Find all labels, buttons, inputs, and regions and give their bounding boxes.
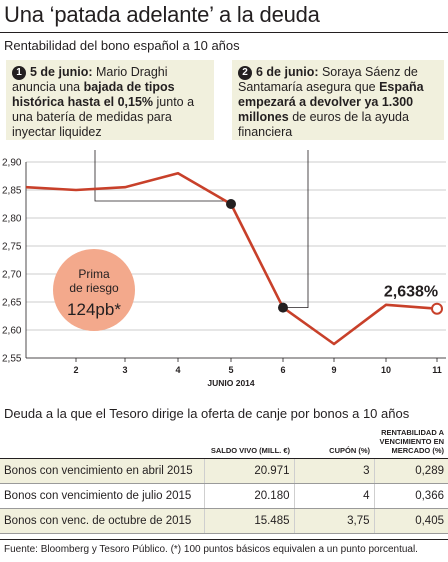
table-cell: 0,366 xyxy=(374,483,448,509)
table-cell: 20.971 xyxy=(204,458,295,484)
annotation-text: junto a una batería de medidas para inye… xyxy=(12,95,195,139)
y-tick-label: 2,65 xyxy=(2,298,22,309)
annotation-1: 1 5 de junio: Mario Draghi anuncia una ba… xyxy=(6,60,214,140)
table-cell: Bonos con venc. de octubre de 2015 xyxy=(0,508,205,534)
event-point xyxy=(278,302,288,313)
annotation-connector xyxy=(94,150,231,202)
table-cell: Bonos con vencimiento en abril 2015 xyxy=(0,458,205,484)
y-tick-label: 2,75 xyxy=(2,242,22,253)
table-header xyxy=(0,426,204,459)
table-title: Deuda a la que el Tesoro dirige la ofert… xyxy=(4,406,410,421)
table-header: CUPÓN (%) xyxy=(294,426,374,459)
annotation-highlight: bajada de tipos histórica hasta el 0,15% xyxy=(12,80,175,109)
y-tick-label: 2,70 xyxy=(2,270,22,281)
y-tick-label: 2,80 xyxy=(2,214,22,225)
annotation-date: 5 de junio: xyxy=(30,65,93,79)
annotation-number: 2 xyxy=(238,66,252,80)
table-cell: 4 xyxy=(294,483,375,509)
source-note: Fuente: Bloomberg y Tesoro Público. (*) … xyxy=(4,544,418,555)
debt-table: SALDO VIVO (MILL. €) CUPÓN (%) RENTABILI… xyxy=(0,426,448,534)
table-header: SALDO VIVO (MILL. €) xyxy=(204,426,294,459)
event-point xyxy=(226,199,236,209)
badge-line1: Prima xyxy=(78,267,110,281)
badge-value: 124pb* xyxy=(67,300,121,319)
x-tick-label: 9 xyxy=(331,365,336,375)
badge-line2: de riesgo xyxy=(69,281,119,295)
table-cell: 20.180 xyxy=(204,483,295,509)
risk-premium-badge xyxy=(53,249,135,331)
x-tick-label: 3 xyxy=(122,365,127,375)
table-cell: 3,75 xyxy=(294,508,375,534)
chart-subtitle: Rentabilidad del bono español a 10 años xyxy=(4,38,240,53)
y-tick-label: 2,55 xyxy=(2,354,22,365)
x-tick-label: 2 xyxy=(73,365,78,375)
table-cell: 3 xyxy=(294,458,375,484)
table-row: Bonos con vencimiento en abril 2015 20.9… xyxy=(0,458,448,484)
table-row: Bonos con vencimiento de julio 2015 20.1… xyxy=(0,483,448,509)
table-header: RENTABILIDAD A VENCIMIENTO EN MERCADO (%… xyxy=(374,426,448,459)
annotation-text: Mario Draghi anuncia una xyxy=(12,65,168,94)
x-tick-label: 5 xyxy=(228,365,233,375)
line-chart: 2,90 2,85 2,80 2,75 2,70 2,65 2,60 2,55 2 3 4 5 6 9 10… xyxy=(2,150,446,388)
table-cell: 0,405 xyxy=(374,508,448,534)
annotation-text: Soraya Sáenz de Santamaría asegura que xyxy=(238,65,418,94)
title-divider xyxy=(0,32,448,33)
table-header-row: SALDO VIVO (MILL. €) CUPÓN (%) RENTABILI… xyxy=(0,426,448,459)
annotation-highlight: España empezará a devolver ya 1.300 mill… xyxy=(238,80,424,124)
annotation-2: 2 6 de junio: Soraya Sáenz de Santamaría … xyxy=(232,60,444,140)
x-axis-label: JUNIO 2014 xyxy=(207,378,255,388)
last-value-label: 2,638% xyxy=(384,284,438,301)
table-cell: Bonos con vencimiento de julio 2015 xyxy=(0,483,205,509)
table-cell: 15.485 xyxy=(204,508,295,534)
last-point xyxy=(431,302,443,315)
y-tick-label: 2,85 xyxy=(2,186,22,197)
annotation-number: 1 xyxy=(12,66,26,80)
annotation-date: 6 de junio: xyxy=(256,65,319,79)
x-tick-label: 6 xyxy=(280,365,285,375)
y-tick-label: 2,90 xyxy=(2,158,22,169)
annotation-connector xyxy=(283,150,309,309)
table-cell: 0,289 xyxy=(374,458,448,484)
table-row: Bonos con venc. de octubre de 2015 15.48… xyxy=(0,508,448,534)
annotation-text: de euros de la ayuda financiera xyxy=(238,110,409,139)
x-tick-label: 11 xyxy=(432,365,442,375)
source-divider xyxy=(0,539,448,540)
page-title: Una ‘patada adelante’ a la deuda xyxy=(4,2,320,27)
y-tick-label: 2,60 xyxy=(2,326,22,337)
x-tick-label: 10 xyxy=(381,365,391,375)
x-tick-label: 4 xyxy=(175,365,180,375)
